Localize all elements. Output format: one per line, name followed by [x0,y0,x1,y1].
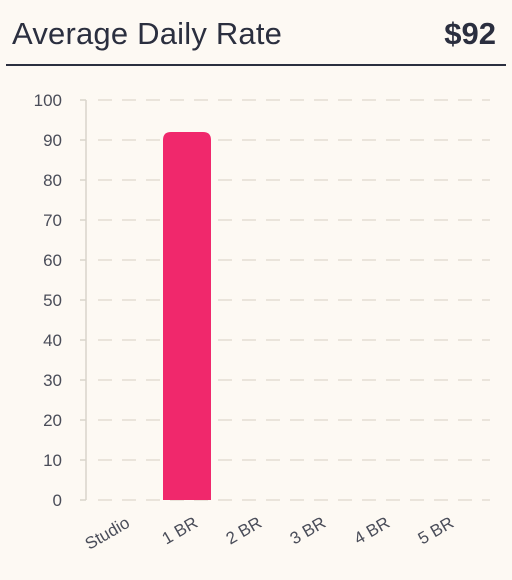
y-tick-label: 0 [53,491,62,510]
y-tick-label: 80 [43,171,62,190]
chart-title: Average Daily Rate [12,16,283,51]
x-tick-label: 2 BR [223,513,265,548]
bar-1-br[interactable] [163,132,211,500]
y-tick-label: 60 [43,251,62,270]
chart-headline-value: $92 [444,16,496,51]
x-tick-label: Studio [82,513,133,554]
y-tick-label: 20 [43,411,62,430]
x-tick-label: 3 BR [287,513,329,548]
y-tick-label: 100 [34,91,62,110]
x-tick-label: 5 BR [415,513,457,548]
y-tick-label: 10 [43,451,62,470]
y-tick-label: 90 [43,131,62,150]
y-tick-label: 70 [43,211,62,230]
y-axis: 0 10 20 30 40 50 60 70 80 90 100 [34,91,87,510]
x-axis: Studio 1 BR 2 BR 3 BR 4 BR 5 BR [82,513,457,554]
grid-lines [98,99,490,501]
x-tick-label: 4 BR [351,513,393,548]
y-tick-label: 30 [43,371,62,390]
bar-chart: 0 10 20 30 40 50 60 70 80 90 100 Studio 1 BR 2 BR 3 B… [34,91,490,554]
chart-header: Average Daily Rate $92 [6,0,506,66]
y-tick-label: 40 [43,331,62,350]
x-tick-label: 1 BR [159,513,201,548]
bars [163,132,211,500]
y-tick-label: 50 [43,291,62,310]
